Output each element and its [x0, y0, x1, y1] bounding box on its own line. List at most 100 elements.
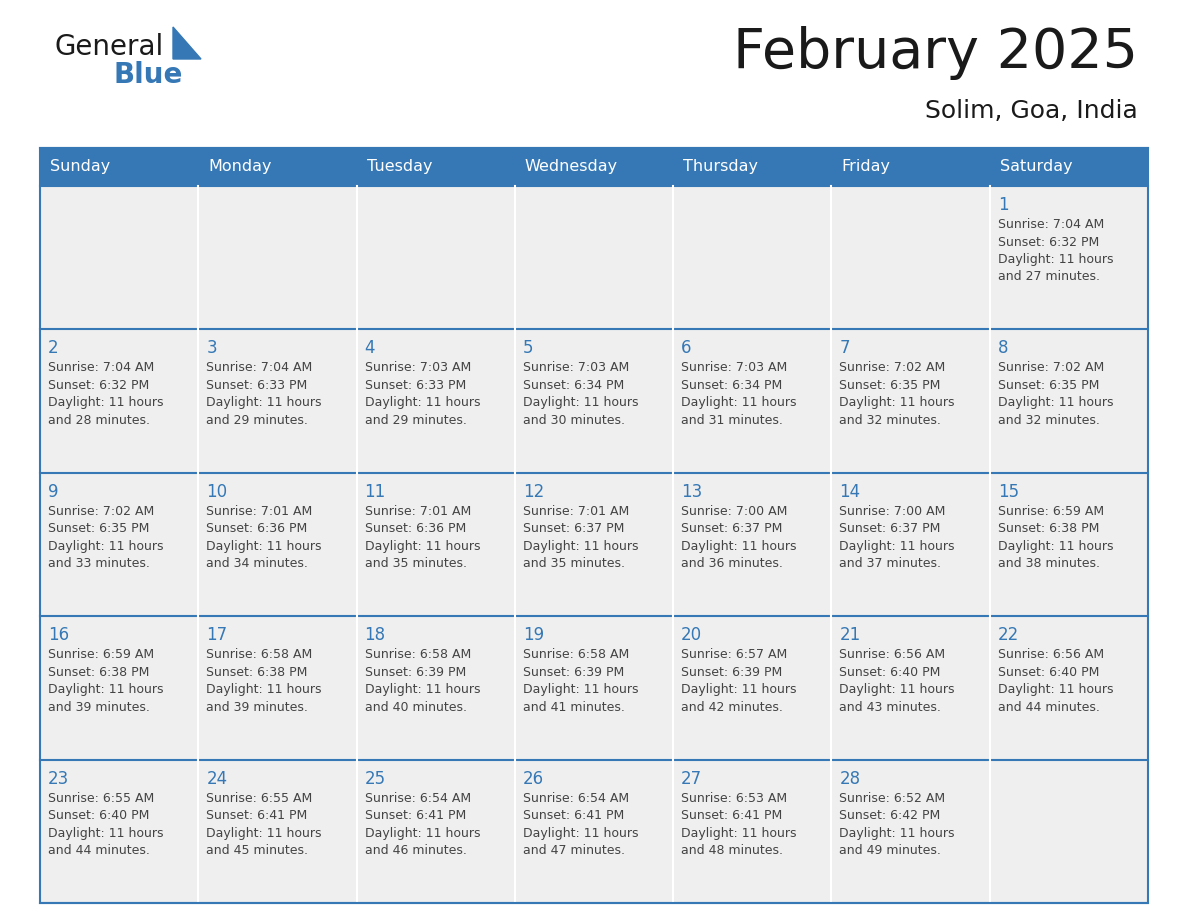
- Bar: [40, 330, 198, 473]
- Text: Daylight: 11 hours: Daylight: 11 hours: [998, 540, 1113, 553]
- Bar: [40, 186, 198, 330]
- Text: 28: 28: [840, 769, 860, 788]
- Text: Sunset: 6:37 PM: Sunset: 6:37 PM: [840, 522, 941, 535]
- Text: Daylight: 11 hours: Daylight: 11 hours: [365, 540, 480, 553]
- Text: Daylight: 11 hours: Daylight: 11 hours: [840, 540, 955, 553]
- Bar: [40, 473, 198, 616]
- Text: Friday: Friday: [841, 160, 891, 174]
- Text: Daylight: 11 hours: Daylight: 11 hours: [681, 540, 797, 553]
- Text: 18: 18: [365, 626, 386, 644]
- Bar: [990, 616, 1148, 759]
- Text: Sunrise: 7:03 AM: Sunrise: 7:03 AM: [365, 362, 470, 375]
- Bar: [832, 473, 990, 616]
- Bar: [356, 616, 514, 759]
- Bar: [356, 473, 514, 616]
- Text: Sunset: 6:42 PM: Sunset: 6:42 PM: [840, 809, 941, 823]
- Text: and 39 minutes.: and 39 minutes.: [207, 700, 308, 713]
- Text: 22: 22: [998, 626, 1019, 644]
- Text: Sunrise: 6:58 AM: Sunrise: 6:58 AM: [523, 648, 630, 661]
- Text: Sunrise: 7:04 AM: Sunrise: 7:04 AM: [207, 362, 312, 375]
- Text: Sunset: 6:40 PM: Sunset: 6:40 PM: [48, 809, 150, 823]
- Text: 13: 13: [681, 483, 702, 501]
- Text: Sunrise: 6:59 AM: Sunrise: 6:59 AM: [998, 505, 1104, 518]
- Text: Sunrise: 6:56 AM: Sunrise: 6:56 AM: [840, 648, 946, 661]
- Text: Sunset: 6:41 PM: Sunset: 6:41 PM: [365, 809, 466, 823]
- Bar: [356, 759, 514, 903]
- Bar: [832, 186, 990, 330]
- Text: 19: 19: [523, 626, 544, 644]
- Text: Sunset: 6:41 PM: Sunset: 6:41 PM: [207, 809, 308, 823]
- Bar: [674, 759, 832, 903]
- Text: Blue: Blue: [113, 61, 183, 89]
- Text: Sunrise: 7:02 AM: Sunrise: 7:02 AM: [840, 362, 946, 375]
- Bar: [674, 148, 832, 186]
- Text: Daylight: 11 hours: Daylight: 11 hours: [681, 826, 797, 840]
- Text: Sunset: 6:41 PM: Sunset: 6:41 PM: [523, 809, 624, 823]
- Text: 5: 5: [523, 340, 533, 357]
- Text: and 33 minutes.: and 33 minutes.: [48, 557, 150, 570]
- Bar: [990, 473, 1148, 616]
- Text: Sunrise: 6:52 AM: Sunrise: 6:52 AM: [840, 791, 946, 804]
- Text: Sunset: 6:37 PM: Sunset: 6:37 PM: [523, 522, 624, 535]
- Text: Sunrise: 7:01 AM: Sunrise: 7:01 AM: [365, 505, 470, 518]
- Text: Sunrise: 7:04 AM: Sunrise: 7:04 AM: [48, 362, 154, 375]
- Text: Sunrise: 6:59 AM: Sunrise: 6:59 AM: [48, 648, 154, 661]
- Text: Tuesday: Tuesday: [367, 160, 432, 174]
- Bar: [514, 759, 674, 903]
- Bar: [514, 616, 674, 759]
- Text: Sunrise: 6:58 AM: Sunrise: 6:58 AM: [207, 648, 312, 661]
- Text: Daylight: 11 hours: Daylight: 11 hours: [681, 397, 797, 409]
- Text: Sunset: 6:39 PM: Sunset: 6:39 PM: [681, 666, 783, 678]
- Text: Daylight: 11 hours: Daylight: 11 hours: [523, 397, 638, 409]
- Bar: [514, 148, 674, 186]
- Text: Sunset: 6:38 PM: Sunset: 6:38 PM: [48, 666, 150, 678]
- Text: 25: 25: [365, 769, 386, 788]
- Text: Daylight: 11 hours: Daylight: 11 hours: [48, 683, 164, 696]
- Text: Monday: Monday: [208, 160, 272, 174]
- Text: 9: 9: [48, 483, 58, 501]
- Bar: [832, 330, 990, 473]
- Text: Sunrise: 6:58 AM: Sunrise: 6:58 AM: [365, 648, 470, 661]
- Text: 4: 4: [365, 340, 375, 357]
- Text: and 45 minutes.: and 45 minutes.: [207, 844, 308, 857]
- Text: 15: 15: [998, 483, 1019, 501]
- Text: Sunrise: 6:55 AM: Sunrise: 6:55 AM: [48, 791, 154, 804]
- Text: Solim, Goa, India: Solim, Goa, India: [925, 99, 1138, 123]
- Text: and 47 minutes.: and 47 minutes.: [523, 844, 625, 857]
- Bar: [990, 759, 1148, 903]
- Text: Sunset: 6:36 PM: Sunset: 6:36 PM: [365, 522, 466, 535]
- Text: Sunset: 6:34 PM: Sunset: 6:34 PM: [523, 379, 624, 392]
- Text: 24: 24: [207, 769, 227, 788]
- Text: Daylight: 11 hours: Daylight: 11 hours: [207, 826, 322, 840]
- Text: 26: 26: [523, 769, 544, 788]
- Text: Sunrise: 7:00 AM: Sunrise: 7:00 AM: [840, 505, 946, 518]
- Text: and 49 minutes.: and 49 minutes.: [840, 844, 941, 857]
- Text: Sunrise: 7:02 AM: Sunrise: 7:02 AM: [998, 362, 1104, 375]
- Bar: [198, 473, 356, 616]
- Text: 21: 21: [840, 626, 860, 644]
- Text: 2: 2: [48, 340, 58, 357]
- Bar: [514, 330, 674, 473]
- Text: 7: 7: [840, 340, 849, 357]
- Bar: [198, 186, 356, 330]
- Text: and 43 minutes.: and 43 minutes.: [840, 700, 941, 713]
- Text: and 35 minutes.: and 35 minutes.: [365, 557, 467, 570]
- Text: Sunset: 6:35 PM: Sunset: 6:35 PM: [48, 522, 150, 535]
- Text: General: General: [55, 33, 164, 61]
- Text: Sunrise: 6:55 AM: Sunrise: 6:55 AM: [207, 791, 312, 804]
- Text: 16: 16: [48, 626, 69, 644]
- Text: Daylight: 11 hours: Daylight: 11 hours: [840, 683, 955, 696]
- Bar: [832, 759, 990, 903]
- Bar: [40, 759, 198, 903]
- Text: Sunset: 6:34 PM: Sunset: 6:34 PM: [681, 379, 783, 392]
- Text: 10: 10: [207, 483, 227, 501]
- Text: Daylight: 11 hours: Daylight: 11 hours: [998, 253, 1113, 266]
- Bar: [40, 148, 198, 186]
- Text: Daylight: 11 hours: Daylight: 11 hours: [365, 826, 480, 840]
- Text: Sunrise: 7:04 AM: Sunrise: 7:04 AM: [998, 218, 1104, 231]
- Text: Sunrise: 6:54 AM: Sunrise: 6:54 AM: [523, 791, 628, 804]
- Text: Daylight: 11 hours: Daylight: 11 hours: [365, 397, 480, 409]
- Text: and 36 minutes.: and 36 minutes.: [681, 557, 783, 570]
- Text: and 29 minutes.: and 29 minutes.: [207, 414, 308, 427]
- Text: Saturday: Saturday: [1000, 160, 1073, 174]
